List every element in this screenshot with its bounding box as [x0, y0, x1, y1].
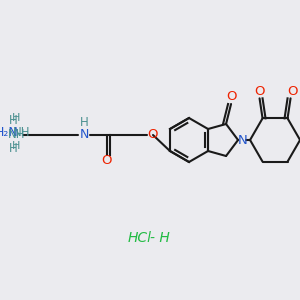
Text: H: H	[9, 115, 17, 128]
Text: H: H	[12, 141, 20, 151]
Text: H: H	[12, 113, 20, 123]
Text: O: O	[147, 128, 157, 142]
Text: O: O	[226, 91, 236, 103]
Text: H: H	[9, 142, 17, 155]
Text: - H: - H	[150, 231, 170, 245]
Text: N: N	[238, 134, 248, 146]
Text: O: O	[287, 85, 298, 98]
Text: N: N	[79, 128, 89, 142]
Text: NH: NH	[8, 128, 26, 142]
Text: NH: NH	[13, 125, 31, 139]
Text: HCl: HCl	[128, 231, 152, 245]
Text: O: O	[254, 85, 265, 98]
Text: H: H	[80, 116, 88, 128]
Text: O: O	[102, 154, 112, 167]
Text: H₂N: H₂N	[0, 125, 19, 139]
